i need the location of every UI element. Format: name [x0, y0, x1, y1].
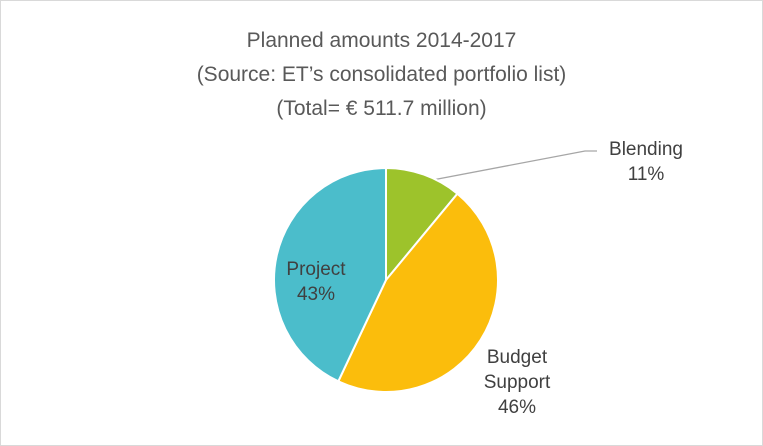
slice-label: Budget Support	[483, 347, 551, 393]
chart-subtitle: (Total= € 511.7 million)	[276, 97, 487, 120]
chart-title: Planned amounts 2014-2017	[246, 29, 517, 52]
slice-value-label: 11%	[627, 164, 665, 185]
slice-value-label: 46%	[497, 397, 537, 418]
leader-line	[421, 150, 597, 183]
pie-slice	[336, 192, 499, 393]
slice-value-label: 43%	[296, 284, 336, 305]
pie-slice	[273, 166, 387, 383]
slice-label: Blending	[609, 139, 683, 160]
slice-label: Project	[286, 259, 346, 280]
pie-slice	[385, 166, 459, 283]
chart-subtitle: (Source: ET’s consolidated portfolio lis…	[196, 63, 567, 86]
